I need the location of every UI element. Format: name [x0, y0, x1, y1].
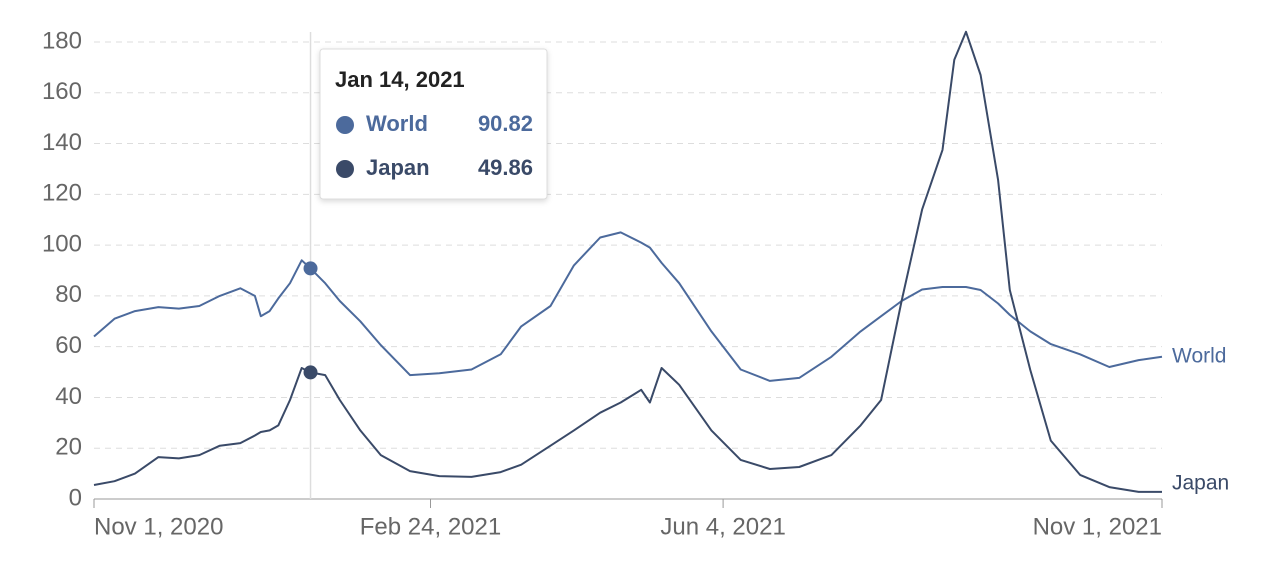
- tooltip-value: 49.86: [478, 155, 533, 180]
- tooltip-swatch: [336, 116, 354, 134]
- end-label: World: [1172, 344, 1226, 367]
- y-tick-label: 0: [69, 484, 82, 511]
- tooltip-date: Jan 14, 2021: [335, 67, 465, 92]
- y-tick-label: 80: [55, 281, 82, 308]
- end-label: Japan: [1172, 471, 1229, 494]
- y-tick-label: 160: [42, 78, 82, 105]
- line-series: [93, 30, 1162, 493]
- tooltip: Jan 14, 2021 World 90.82 Japan 49.86: [319, 48, 548, 200]
- tooltip-name: World: [366, 111, 428, 136]
- tooltip-box: [319, 48, 548, 200]
- y-tick-label: 120: [42, 180, 82, 207]
- x-tick-label: Feb 24, 2021: [360, 513, 501, 540]
- y-tick-label: 60: [55, 332, 82, 359]
- tooltip-name: Japan: [366, 155, 430, 180]
- hover-point: [303, 365, 318, 380]
- y-tick-label: 20: [55, 434, 82, 461]
- line-series: [93, 231, 1163, 382]
- x-tick-label: Jun 4, 2021: [660, 513, 785, 540]
- tooltip-value: 90.82: [478, 111, 533, 136]
- y-tick-label: 180: [42, 27, 82, 54]
- y-tick-label: 100: [42, 230, 82, 257]
- y-tick-label: 40: [55, 383, 82, 410]
- x-tick-label: Nov 1, 2020: [94, 513, 223, 540]
- hover-point: [303, 261, 318, 276]
- y-tick-label: 140: [42, 129, 82, 156]
- tooltip-swatch: [336, 160, 354, 178]
- x-tick-label: Nov 1, 2021: [1033, 513, 1162, 540]
